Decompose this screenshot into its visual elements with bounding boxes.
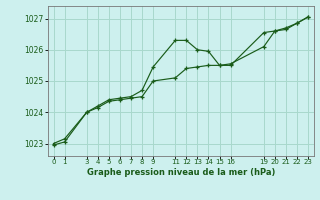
X-axis label: Graphe pression niveau de la mer (hPa): Graphe pression niveau de la mer (hPa)	[87, 168, 275, 177]
